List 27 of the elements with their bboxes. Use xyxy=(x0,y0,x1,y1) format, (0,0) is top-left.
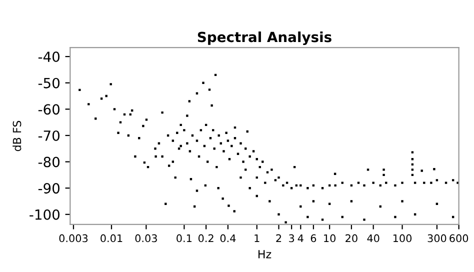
chart-title: Spectral Analysis xyxy=(198,31,332,46)
x-tick-label: 300 xyxy=(428,234,446,242)
y-tick-label: -70 xyxy=(38,130,60,141)
x-tick-label: 0.2 xyxy=(198,234,214,242)
x-tick-label: 3 xyxy=(289,234,294,242)
y-tick-label: -60 xyxy=(38,104,60,115)
x-axis-title: Hz xyxy=(258,250,272,258)
y-tick-label: -40 xyxy=(38,52,60,62)
y-tick-label: -100 xyxy=(30,209,60,220)
y-tick-label: -80 xyxy=(38,156,60,168)
x-tick-label: 0.4 xyxy=(220,234,236,242)
y-axis-title: dB FS xyxy=(12,120,22,152)
y-tick-label: -90 xyxy=(38,183,60,194)
x-tick-label: 6 xyxy=(310,234,316,242)
x-tick-label: 4 xyxy=(298,234,304,242)
x-tick-label: 10 xyxy=(324,234,336,242)
x-tick-label: 0.03 xyxy=(135,234,157,242)
x-tick-label: 100 xyxy=(393,234,412,242)
x-tick-label: 1 xyxy=(254,234,260,242)
x-tick-label: 0.003 xyxy=(59,234,88,242)
x-tick-label: 600 xyxy=(450,234,468,242)
x-tick-label: 0.01 xyxy=(100,234,122,242)
x-tick-label: 20 xyxy=(346,234,358,242)
y-tick-label: -50 xyxy=(38,78,60,88)
x-tick-label: 2 xyxy=(276,234,282,242)
x-tick-label: 40 xyxy=(367,234,380,242)
x-tick-label: 0.1 xyxy=(176,234,192,242)
